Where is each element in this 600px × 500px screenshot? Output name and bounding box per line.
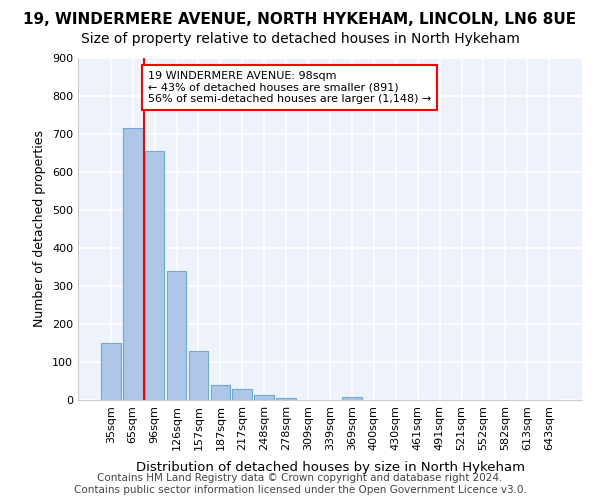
Text: 19 WINDERMERE AVENUE: 98sqm
← 43% of detached houses are smaller (891)
56% of se: 19 WINDERMERE AVENUE: 98sqm ← 43% of det… [148, 71, 431, 104]
Y-axis label: Number of detached properties: Number of detached properties [34, 130, 46, 327]
Bar [232, 388, 252, 400]
Text: Size of property relative to detached houses in North Hykeham: Size of property relative to detached ho… [80, 32, 520, 46]
Bar [123, 128, 143, 400]
Bar [167, 270, 187, 400]
Text: 19, WINDERMERE AVENUE, NORTH HYKEHAM, LINCOLN, LN6 8UE: 19, WINDERMERE AVENUE, NORTH HYKEHAM, LI… [23, 12, 577, 28]
Bar [101, 343, 121, 400]
Bar [254, 396, 274, 400]
Bar [211, 385, 230, 400]
Bar [188, 350, 208, 400]
Bar [276, 398, 296, 400]
X-axis label: Distribution of detached houses by size in North Hykeham: Distribution of detached houses by size … [136, 461, 524, 474]
Text: Contains HM Land Registry data © Crown copyright and database right 2024.
Contai: Contains HM Land Registry data © Crown c… [74, 474, 526, 495]
Bar [342, 397, 362, 400]
Bar [145, 150, 164, 400]
